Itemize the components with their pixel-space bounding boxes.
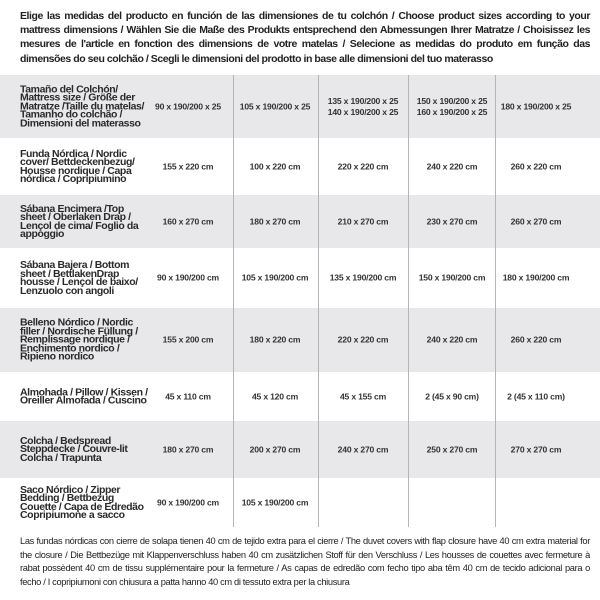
table-row: Almohada / Pillow / Kissen / Oreiller Al…	[0, 372, 600, 421]
table-cell: 270 x 270 cm	[510, 444, 562, 454]
column-divider	[495, 75, 496, 527]
row-label: Belleno Nórdico / Nordic filler / Nordis…	[20, 316, 138, 363]
header-cell: 135 x 190/200 x 25 140 x 190/200 x 25	[327, 95, 399, 117]
table-cell: 210 x 270 cm	[337, 216, 389, 226]
column-divider	[233, 75, 234, 527]
table-cell: 155 x 200 cm	[162, 334, 214, 345]
table-row: Saco Nórdico / Zipper Bedding / Bettbezu…	[0, 478, 600, 527]
table-cell: 45 x 155 cm	[339, 391, 387, 401]
table-row: Colcha / Bedspread Steppdecke / Couvre-l…	[0, 421, 600, 478]
table-cell: 260 x 220 cm	[510, 334, 562, 345]
table-cell: 90 x 190/200 cm	[157, 272, 219, 283]
table-cell: 200 x 270 cm	[249, 444, 301, 454]
row-label: Colcha / Bedspread Steppdecke / Couvre-l…	[20, 434, 128, 464]
row-label: Tamaño del Colchón/ Mattress size / Größ…	[20, 83, 144, 130]
header-cell: 105 x 190/200 x 25	[239, 101, 311, 111]
table-cell: 45 x 110 cm	[165, 391, 211, 401]
table-cell: 240 x 270 cm	[337, 444, 389, 454]
table-cell: 180 x 220 cm	[249, 334, 301, 345]
table-cell: 135 x 190/200 cm	[329, 272, 397, 283]
table-cell: 105 x 190/200 cm	[241, 497, 309, 507]
table-cell: 230 x 270 cm	[426, 216, 478, 226]
header-cell: 150 x 190/200 x 25 160 x 190/200 x 25	[416, 95, 488, 117]
table-cell: 45 x 120 cm	[251, 391, 299, 401]
footer-note: Las fundas nórdicas con cierre de solapa…	[20, 536, 590, 587]
table-cell: 155 x 220 cm	[162, 161, 214, 171]
table-cell: 250 x 270 cm	[426, 444, 478, 454]
table-cell: 160 x 270 cm	[162, 216, 214, 226]
table-cell: 2 (45 x 90 cm)	[425, 391, 479, 401]
table-cell: 180 x 270 cm	[249, 216, 301, 226]
row-label: Funda Nórdica / Nordic cover/ Bettdecken…	[20, 147, 135, 186]
table-row: Funda Nórdica / Nordic cover/ Bettdecken…	[0, 138, 600, 195]
table-row: Belleno Nórdico / Nordic filler / Nordis…	[0, 308, 600, 372]
table-cell: 150 x 190/200 cm	[418, 272, 486, 283]
table-cell: 180 x 190/200 cm	[502, 272, 570, 283]
table-cell: 180 x 270 cm	[162, 444, 214, 454]
table-cell: 100 x 220 cm	[249, 161, 301, 171]
row-label: Almohada / Pillow / Kissen / Oreiller Al…	[20, 385, 148, 407]
column-divider	[408, 75, 409, 527]
table-header-row: Tamaño del Colchón/ Mattress size / Größ…	[0, 75, 600, 138]
table-cell: 220 x 220 cm	[337, 334, 389, 345]
table-cell: 105 x 190/200 cm	[241, 272, 309, 283]
table-cell: 220 x 220 cm	[337, 161, 389, 171]
table-row: Sábana Encimera /Top sheet / Oberlaken D…	[0, 195, 600, 248]
table-cell: 240 x 220 cm	[426, 334, 478, 345]
column-divider	[318, 75, 319, 527]
table-cell: 90 x 190/200 cm	[157, 497, 219, 507]
table-cell: 260 x 220 cm	[510, 161, 562, 171]
row-label: Saco Nórdico / Zipper Bedding / Bettbezu…	[20, 483, 144, 522]
table-cell: 260 x 270 cm	[510, 216, 562, 226]
table-cell: 240 x 220 cm	[426, 161, 478, 171]
row-label: Sábana Bajera / Bottom sheet / Bettlaken…	[20, 258, 138, 297]
table-row: Sábana Bajera / Bottom sheet / Bettlaken…	[0, 248, 600, 308]
header-cell: 180 x 190/200 x 25	[500, 101, 572, 111]
table-cell: 2 (45 x 110 cm)	[507, 391, 565, 401]
header-cell: 90 x 190/200 x 25	[155, 101, 221, 111]
row-label: Sábana Encimera /Top sheet / Oberlaken D…	[20, 202, 139, 241]
intro-text: Elige las medidas del producto en funció…	[20, 10, 590, 65]
